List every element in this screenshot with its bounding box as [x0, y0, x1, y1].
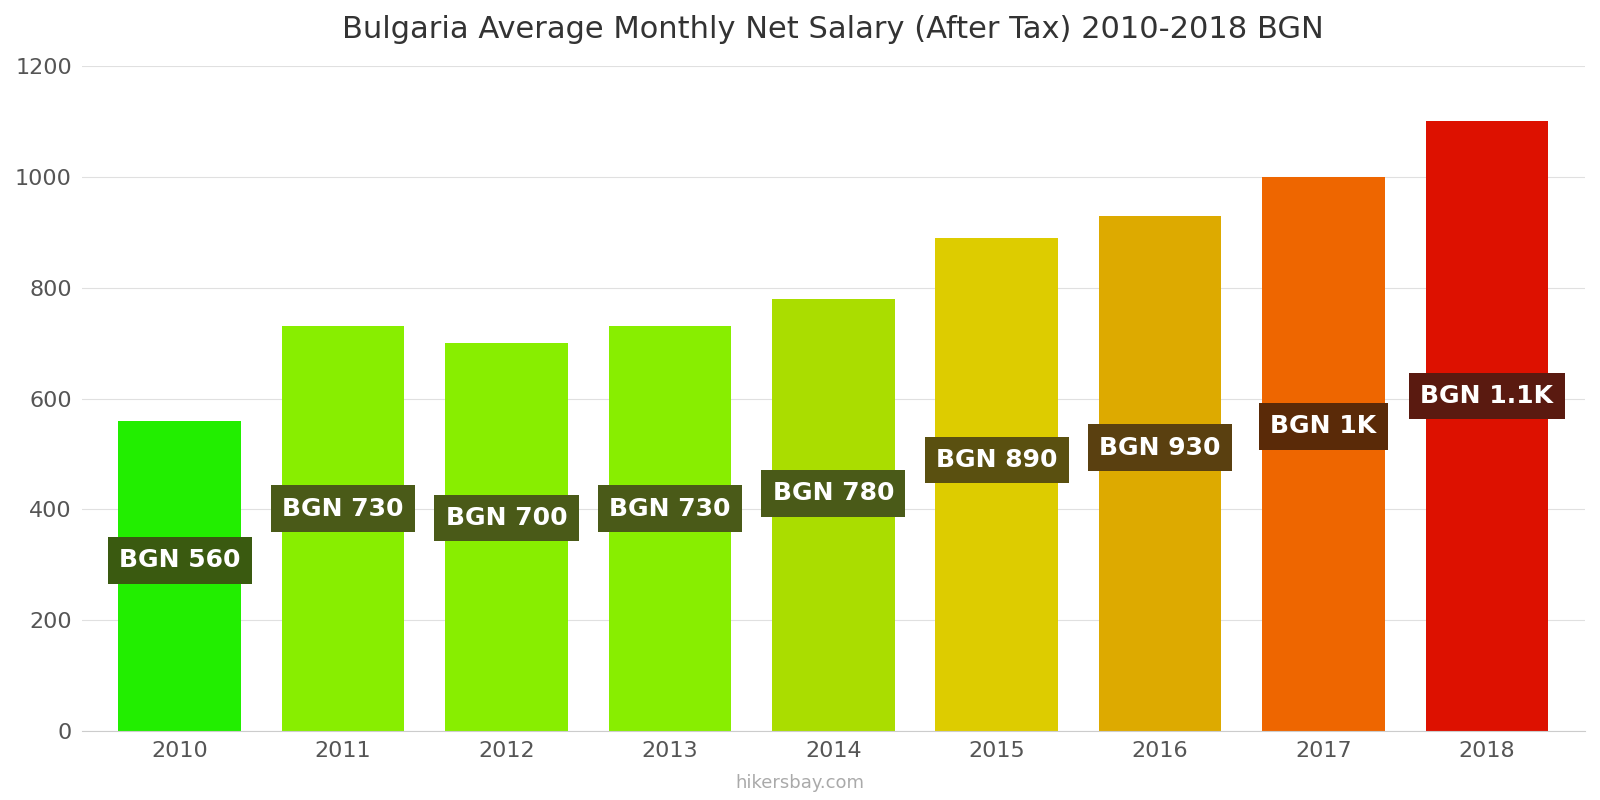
Text: BGN 1K: BGN 1K	[1270, 414, 1376, 438]
Bar	[282, 326, 405, 731]
Bar	[608, 326, 731, 731]
Text: BGN 930: BGN 930	[1099, 436, 1221, 460]
Text: BGN 700: BGN 700	[446, 506, 568, 530]
Text: hikersbay.com: hikersbay.com	[736, 774, 864, 792]
Title: Bulgaria Average Monthly Net Salary (After Tax) 2010-2018 BGN: Bulgaria Average Monthly Net Salary (Aft…	[342, 15, 1325, 44]
Bar	[118, 421, 242, 731]
Bar	[936, 238, 1058, 731]
Bar	[1262, 177, 1386, 731]
Bar	[773, 298, 894, 731]
Text: BGN 730: BGN 730	[282, 497, 403, 521]
Text: BGN 1.1K: BGN 1.1K	[1421, 384, 1554, 408]
Text: BGN 890: BGN 890	[936, 448, 1058, 472]
Text: BGN 780: BGN 780	[773, 482, 894, 506]
Bar	[1099, 215, 1221, 731]
Text: BGN 730: BGN 730	[610, 497, 731, 521]
Text: BGN 560: BGN 560	[118, 549, 240, 573]
Bar	[445, 343, 568, 731]
Bar	[1426, 122, 1549, 731]
